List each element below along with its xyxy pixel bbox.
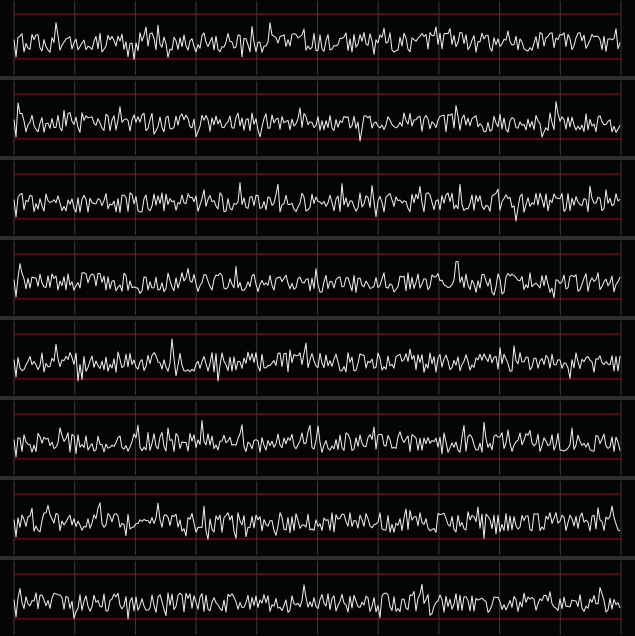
channel-plot — [13, 1, 622, 75]
channel-8 — [0, 560, 635, 636]
channel-plot — [13, 481, 622, 555]
channel-separator — [0, 396, 635, 400]
waveform-trace — [13, 101, 621, 142]
channel-3 — [0, 160, 635, 236]
channel-7 — [0, 480, 635, 556]
channel-plot — [13, 81, 622, 155]
channel-separator — [0, 156, 635, 160]
channel-plot — [13, 161, 622, 235]
channel-separator — [0, 316, 635, 320]
channel-separator — [0, 236, 635, 240]
channel-separator — [0, 476, 635, 480]
channel-4 — [0, 240, 635, 316]
waveform-trace — [13, 502, 621, 540]
waveform-trace — [13, 182, 621, 222]
channel-6 — [0, 400, 635, 476]
channel-plot — [13, 241, 622, 315]
channel-1 — [0, 0, 635, 76]
channel-separator — [0, 76, 635, 80]
channel-5 — [0, 320, 635, 396]
waveform-trace — [13, 420, 621, 458]
waveform-trace — [13, 261, 621, 299]
channel-plot — [13, 561, 622, 635]
waveform-trace — [13, 338, 621, 382]
channel-separator — [0, 556, 635, 560]
waveform-trace — [13, 583, 621, 620]
channel-2 — [0, 80, 635, 156]
channel-plot — [13, 321, 622, 395]
waveform-trace — [13, 22, 621, 60]
channel-plot — [13, 401, 622, 475]
